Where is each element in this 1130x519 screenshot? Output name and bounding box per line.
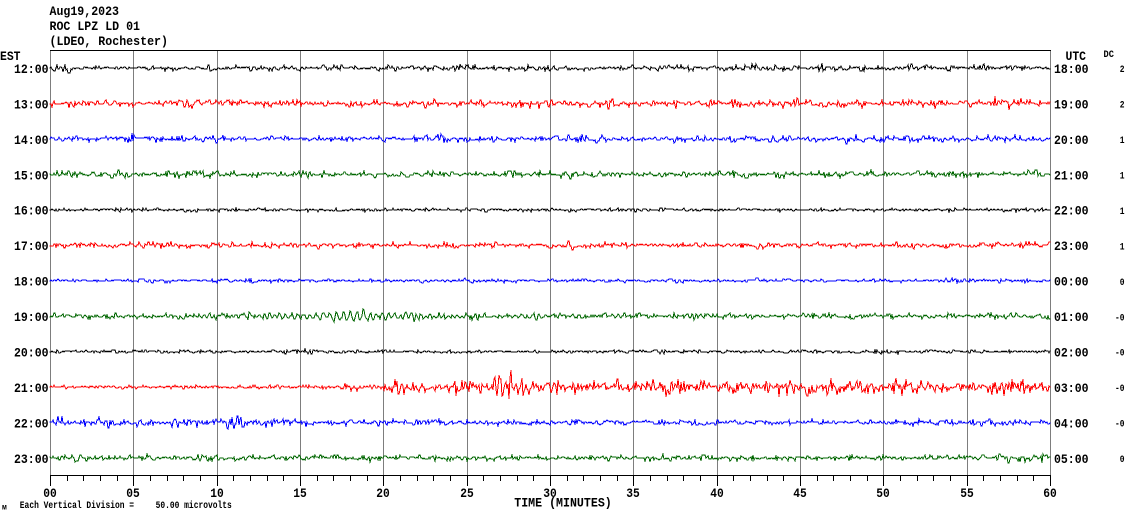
svg-text:20:00: 20:00 bbox=[14, 346, 49, 361]
svg-text:15:00: 15:00 bbox=[14, 168, 49, 183]
svg-text:1: 1 bbox=[1120, 242, 1125, 253]
svg-text:18:00: 18:00 bbox=[1054, 62, 1089, 77]
svg-text:0: 0 bbox=[1120, 455, 1125, 466]
svg-text:10: 10 bbox=[210, 486, 224, 501]
svg-text:22:00: 22:00 bbox=[14, 416, 49, 431]
svg-text:15: 15 bbox=[293, 486, 307, 501]
svg-text:45: 45 bbox=[793, 486, 807, 501]
svg-text:18:00: 18:00 bbox=[14, 275, 49, 290]
svg-text:50.00 microvolts: 50.00 microvolts bbox=[156, 500, 232, 512]
svg-text:23:00: 23:00 bbox=[1054, 239, 1089, 254]
svg-text:22:00: 22:00 bbox=[1054, 204, 1089, 219]
svg-text:20:00: 20:00 bbox=[1054, 133, 1089, 148]
svg-text:05: 05 bbox=[126, 486, 140, 501]
svg-text:04:00: 04:00 bbox=[1054, 416, 1089, 431]
svg-text:ROC LPZ LD 01: ROC LPZ LD 01 bbox=[50, 19, 141, 34]
svg-text:17:00: 17:00 bbox=[14, 239, 49, 254]
svg-text:2: 2 bbox=[1120, 65, 1125, 76]
svg-text:60: 60 bbox=[1043, 486, 1057, 501]
svg-text:(LDEO, Rochester): (LDEO, Rochester) bbox=[50, 34, 169, 49]
svg-text:00:00: 00:00 bbox=[1054, 275, 1089, 290]
svg-text:-0: -0 bbox=[1115, 313, 1125, 324]
svg-text:-0: -0 bbox=[1115, 349, 1125, 360]
svg-text:DC: DC bbox=[1104, 50, 1114, 61]
svg-text:19:00: 19:00 bbox=[1054, 97, 1089, 112]
svg-text:14:00: 14:00 bbox=[14, 133, 49, 148]
svg-text:1: 1 bbox=[1120, 136, 1125, 147]
svg-text:UTC: UTC bbox=[1066, 49, 1087, 64]
svg-text:16:00: 16:00 bbox=[14, 204, 49, 219]
svg-text:30: 30 bbox=[543, 486, 557, 501]
svg-text:25: 25 bbox=[460, 486, 474, 501]
svg-text:13:00: 13:00 bbox=[14, 97, 49, 112]
svg-text:0: 0 bbox=[1120, 278, 1125, 289]
svg-text:12:00: 12:00 bbox=[14, 62, 49, 77]
svg-text:Each Vertical Division =: Each Vertical Division = bbox=[20, 500, 134, 512]
svg-text:03:00: 03:00 bbox=[1054, 381, 1089, 396]
svg-text:19:00: 19:00 bbox=[14, 310, 49, 325]
svg-text:55: 55 bbox=[960, 486, 974, 501]
svg-text:02:00: 02:00 bbox=[1054, 346, 1089, 361]
svg-text:TIME (MINUTES): TIME (MINUTES) bbox=[514, 496, 612, 511]
svg-text:1: 1 bbox=[1120, 207, 1125, 218]
svg-text:40: 40 bbox=[710, 486, 724, 501]
svg-text:05:00: 05:00 bbox=[1054, 452, 1089, 467]
svg-text:50: 50 bbox=[876, 486, 890, 501]
svg-text:м: м bbox=[2, 504, 7, 513]
svg-text:1: 1 bbox=[1120, 172, 1125, 183]
svg-text:23:00: 23:00 bbox=[14, 452, 49, 467]
svg-text:20: 20 bbox=[376, 486, 390, 501]
svg-text:-0: -0 bbox=[1115, 420, 1125, 431]
svg-text:35: 35 bbox=[626, 486, 640, 501]
svg-text:2: 2 bbox=[1120, 101, 1125, 112]
svg-text:EST: EST bbox=[0, 49, 21, 64]
svg-text:01:00: 01:00 bbox=[1054, 310, 1089, 325]
svg-text:Aug19,2023: Aug19,2023 bbox=[50, 4, 120, 19]
svg-text:21:00: 21:00 bbox=[1054, 168, 1089, 183]
svg-text:00: 00 bbox=[43, 486, 57, 501]
svg-text:-0: -0 bbox=[1115, 384, 1125, 395]
svg-text:21:00: 21:00 bbox=[14, 381, 49, 396]
